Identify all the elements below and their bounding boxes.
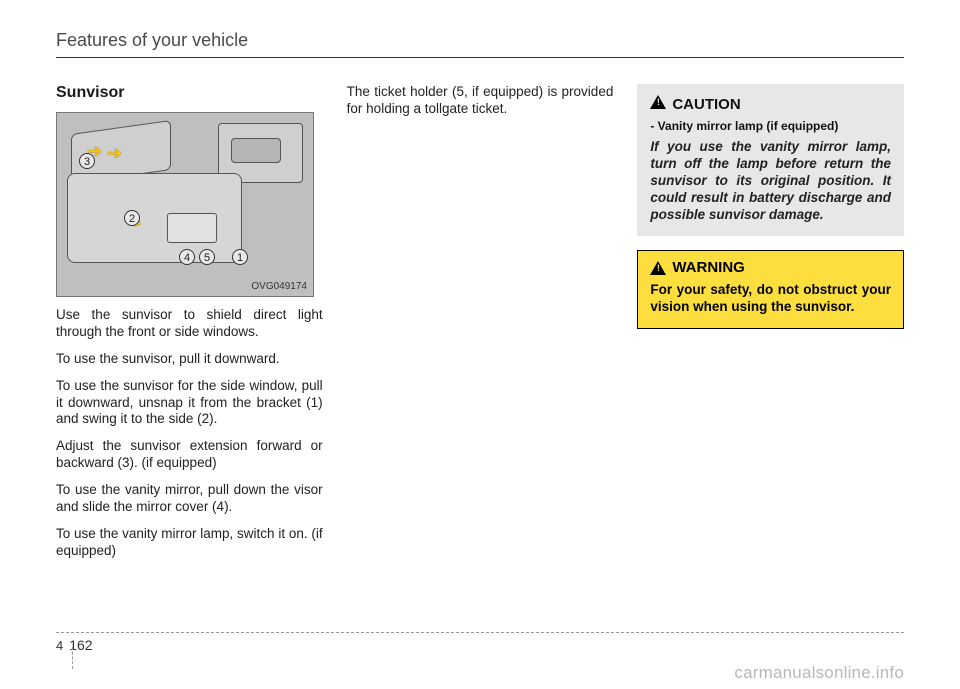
warning-triangle-icon <box>650 261 666 275</box>
columns: Sunvisor ➔ ➔ ➔ 3 2 4 5 1 OVG049174 Use <box>56 84 904 570</box>
watermark: carmanualsonline.info <box>734 663 904 683</box>
column-3: CAUTION - Vanity mirror lamp (if equippe… <box>637 84 904 570</box>
paragraph: To use the sunvisor for the side window,… <box>56 378 323 429</box>
column-1: Sunvisor ➔ ➔ ➔ 3 2 4 5 1 OVG049174 Use <box>56 84 323 570</box>
warning-title: WARNING <box>650 259 891 276</box>
figure-mirror <box>167 213 217 243</box>
paragraph: Adjust the sunvisor extension forward or… <box>56 438 323 472</box>
callout-4: 4 <box>179 249 195 265</box>
caution-body: If you use the vanity mirror lamp, turn … <box>650 139 891 223</box>
body-text-col1: Use the sunvisor to shield direct light … <box>56 307 323 560</box>
caution-word: CAUTION <box>672 96 740 113</box>
chapter-number: 4 <box>56 638 63 653</box>
caution-subtitle: - Vanity mirror lamp (if equipped) <box>650 119 838 133</box>
warning-body: For your safety, do not obstruct your vi… <box>650 282 891 316</box>
page-header: Features of your vehicle <box>56 30 904 58</box>
paragraph: The ticket holder (5, if equipped) is pr… <box>347 84 614 118</box>
caution-box: CAUTION - Vanity mirror lamp (if equippe… <box>637 84 904 236</box>
callout-1: 1 <box>232 249 248 265</box>
callout-5: 5 <box>199 249 215 265</box>
column-2: The ticket holder (5, if equipped) is pr… <box>347 84 614 570</box>
figure-inset-lamp <box>231 138 281 163</box>
paragraph: To use the sunvisor, pull it downward. <box>56 351 323 368</box>
warning-box: WARNING For your safety, do not obstruct… <box>637 250 904 329</box>
caution-triangle-icon <box>650 95 666 109</box>
section-heading-sunvisor: Sunvisor <box>56 84 323 102</box>
manual-page: Features of your vehicle Sunvisor ➔ ➔ ➔ … <box>0 0 960 689</box>
warning-word: WARNING <box>672 259 745 276</box>
callout-2: 2 <box>124 210 140 226</box>
paragraph: To use the vanity mirror, pull down the … <box>56 482 323 516</box>
callout-3: 3 <box>79 153 95 169</box>
figure-sunvisor: ➔ ➔ ➔ 3 2 4 5 1 OVG049174 <box>56 112 314 297</box>
footer-dash <box>72 647 73 669</box>
footer-numbers: 4 162 <box>56 637 904 653</box>
figure-code: OVG049174 <box>251 281 307 292</box>
page-footer: 4 162 <box>56 632 904 653</box>
caution-title: CAUTION - Vanity mirror lamp (if equippe… <box>650 95 891 133</box>
paragraph: Use the sunvisor to shield direct light … <box>56 307 323 341</box>
arrow-icon: ➔ <box>107 143 122 164</box>
paragraph: To use the vanity mirror lamp, switch it… <box>56 526 323 560</box>
